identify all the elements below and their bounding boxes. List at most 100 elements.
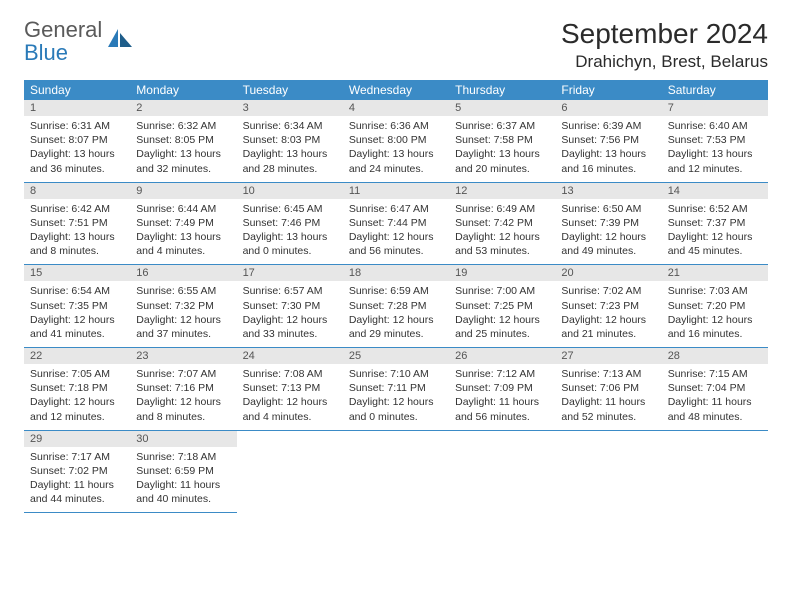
calendar-table: Sunday Monday Tuesday Wednesday Thursday… [24,80,768,513]
logo-word1: General [24,17,102,42]
sunrise-text: Sunrise: 7:13 AM [561,367,655,381]
sunset-text: Sunset: 6:59 PM [136,464,230,478]
day-body: Sunrise: 7:02 AM Sunset: 7:23 PM Dayligh… [555,281,661,347]
daylight-text: Daylight: 12 hours and 21 minutes. [561,313,655,341]
daylight-text: Daylight: 12 hours and 41 minutes. [30,313,124,341]
day-body: Sunrise: 6:32 AM Sunset: 8:05 PM Dayligh… [130,116,236,182]
day-number: 27 [555,348,661,364]
sunrise-text: Sunrise: 7:03 AM [668,284,762,298]
month-title: September 2024 [561,18,768,50]
calendar-row: 29 Sunrise: 7:17 AM Sunset: 7:02 PM Dayl… [24,430,768,513]
day-cell: 8 Sunrise: 6:42 AM Sunset: 7:51 PM Dayli… [24,182,130,265]
day-cell: 19 Sunrise: 7:00 AM Sunset: 7:25 PM Dayl… [449,265,555,348]
sunrise-text: Sunrise: 7:02 AM [561,284,655,298]
sunrise-text: Sunrise: 6:55 AM [136,284,230,298]
sunset-text: Sunset: 7:35 PM [30,299,124,313]
weekday-header: Tuesday [237,80,343,100]
logo-word2: Blue [24,40,68,65]
day-cell: 15 Sunrise: 6:54 AM Sunset: 7:35 PM Dayl… [24,265,130,348]
day-cell: 16 Sunrise: 6:55 AM Sunset: 7:32 PM Dayl… [130,265,236,348]
calendar-row: 22 Sunrise: 7:05 AM Sunset: 7:18 PM Dayl… [24,348,768,431]
day-cell: 21 Sunrise: 7:03 AM Sunset: 7:20 PM Dayl… [662,265,768,348]
sunset-text: Sunset: 7:42 PM [455,216,549,230]
sunset-text: Sunset: 7:44 PM [349,216,443,230]
day-cell-empty [343,430,449,513]
day-body: Sunrise: 6:49 AM Sunset: 7:42 PM Dayligh… [449,199,555,265]
day-body: Sunrise: 6:37 AM Sunset: 7:58 PM Dayligh… [449,116,555,182]
sunset-text: Sunset: 8:03 PM [243,133,337,147]
location-subtitle: Drahichyn, Brest, Belarus [561,52,768,72]
daylight-text: Daylight: 13 hours and 0 minutes. [243,230,337,258]
title-block: September 2024 Drahichyn, Brest, Belarus [561,18,768,72]
sunrise-text: Sunrise: 6:44 AM [136,202,230,216]
daylight-text: Daylight: 11 hours and 56 minutes. [455,395,549,423]
daylight-text: Daylight: 13 hours and 16 minutes. [561,147,655,175]
sunrise-text: Sunrise: 7:05 AM [30,367,124,381]
daylight-text: Daylight: 12 hours and 37 minutes. [136,313,230,341]
weekday-header: Friday [555,80,661,100]
day-number: 14 [662,183,768,199]
day-body: Sunrise: 6:47 AM Sunset: 7:44 PM Dayligh… [343,199,449,265]
day-body: Sunrise: 6:55 AM Sunset: 7:32 PM Dayligh… [130,281,236,347]
day-cell-empty [662,430,768,513]
day-cell: 27 Sunrise: 7:13 AM Sunset: 7:06 PM Dayl… [555,348,661,431]
day-body: Sunrise: 6:36 AM Sunset: 8:00 PM Dayligh… [343,116,449,182]
day-number: 11 [343,183,449,199]
weekday-header-row: Sunday Monday Tuesday Wednesday Thursday… [24,80,768,100]
daylight-text: Daylight: 12 hours and 4 minutes. [243,395,337,423]
sunrise-text: Sunrise: 7:12 AM [455,367,549,381]
calendar-row: 15 Sunrise: 6:54 AM Sunset: 7:35 PM Dayl… [24,265,768,348]
weekday-header: Sunday [24,80,130,100]
day-number: 6 [555,100,661,116]
day-cell: 7 Sunrise: 6:40 AM Sunset: 7:53 PM Dayli… [662,100,768,182]
day-number: 24 [237,348,343,364]
sunrise-text: Sunrise: 7:17 AM [30,450,124,464]
weekday-header: Thursday [449,80,555,100]
sunrise-text: Sunrise: 6:31 AM [30,119,124,133]
day-cell: 10 Sunrise: 6:45 AM Sunset: 7:46 PM Dayl… [237,182,343,265]
day-cell: 20 Sunrise: 7:02 AM Sunset: 7:23 PM Dayl… [555,265,661,348]
daylight-text: Daylight: 12 hours and 29 minutes. [349,313,443,341]
day-number: 25 [343,348,449,364]
day-number: 17 [237,265,343,281]
day-number: 20 [555,265,661,281]
daylight-text: Daylight: 13 hours and 28 minutes. [243,147,337,175]
sunrise-text: Sunrise: 6:36 AM [349,119,443,133]
day-body: Sunrise: 7:15 AM Sunset: 7:04 PM Dayligh… [662,364,768,430]
daylight-text: Daylight: 12 hours and 25 minutes. [455,313,549,341]
sunset-text: Sunset: 7:51 PM [30,216,124,230]
logo-sail-icon [106,27,134,56]
day-number: 12 [449,183,555,199]
day-body: Sunrise: 7:17 AM Sunset: 7:02 PM Dayligh… [24,447,130,513]
sunrise-text: Sunrise: 6:34 AM [243,119,337,133]
sunrise-text: Sunrise: 7:15 AM [668,367,762,381]
day-cell-empty [449,430,555,513]
daylight-text: Daylight: 12 hours and 49 minutes. [561,230,655,258]
sunset-text: Sunset: 7:39 PM [561,216,655,230]
day-number: 5 [449,100,555,116]
sunset-text: Sunset: 7:37 PM [668,216,762,230]
day-body: Sunrise: 6:39 AM Sunset: 7:56 PM Dayligh… [555,116,661,182]
sunrise-text: Sunrise: 6:54 AM [30,284,124,298]
sunset-text: Sunset: 7:04 PM [668,381,762,395]
day-number: 22 [24,348,130,364]
sunset-text: Sunset: 7:23 PM [561,299,655,313]
day-body: Sunrise: 6:59 AM Sunset: 7:28 PM Dayligh… [343,281,449,347]
day-cell: 18 Sunrise: 6:59 AM Sunset: 7:28 PM Dayl… [343,265,449,348]
day-cell: 22 Sunrise: 7:05 AM Sunset: 7:18 PM Dayl… [24,348,130,431]
daylight-text: Daylight: 13 hours and 24 minutes. [349,147,443,175]
day-number: 23 [130,348,236,364]
sunset-text: Sunset: 7:49 PM [136,216,230,230]
sunrise-text: Sunrise: 6:57 AM [243,284,337,298]
day-cell: 24 Sunrise: 7:08 AM Sunset: 7:13 PM Dayl… [237,348,343,431]
sunset-text: Sunset: 8:00 PM [349,133,443,147]
sunset-text: Sunset: 8:07 PM [30,133,124,147]
sunset-text: Sunset: 7:46 PM [243,216,337,230]
sunset-text: Sunset: 7:11 PM [349,381,443,395]
daylight-text: Daylight: 12 hours and 53 minutes. [455,230,549,258]
day-body: Sunrise: 7:13 AM Sunset: 7:06 PM Dayligh… [555,364,661,430]
daylight-text: Daylight: 13 hours and 8 minutes. [30,230,124,258]
day-number: 29 [24,431,130,447]
sunset-text: Sunset: 7:16 PM [136,381,230,395]
calendar-row: 1 Sunrise: 6:31 AM Sunset: 8:07 PM Dayli… [24,100,768,182]
